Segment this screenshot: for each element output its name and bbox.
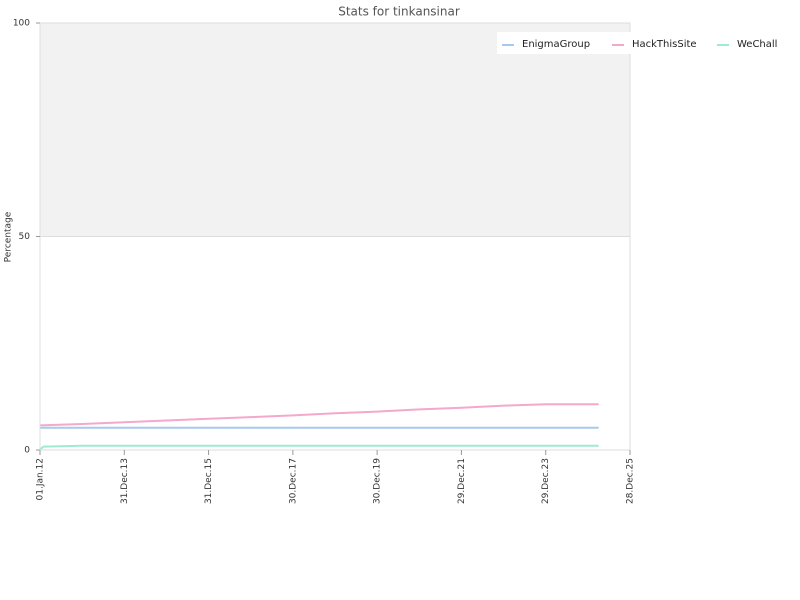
y-tick-label: 100	[13, 19, 30, 29]
y-tick-label: 50	[19, 232, 31, 242]
x-tick-label: 29.Dec.21	[457, 458, 467, 504]
x-tick-label: 29.Dec.23	[541, 458, 551, 504]
series-line	[39, 444, 599, 450]
legend-label: WeChall	[737, 39, 777, 50]
y-tick-label: 0	[24, 446, 30, 456]
legend-label: EnigmaGroup	[522, 39, 590, 50]
x-tick-label: 31.Dec.13	[120, 458, 130, 504]
x-tick-label: 31.Dec.15	[204, 458, 214, 504]
x-tick-label: 28.Dec.25	[626, 458, 636, 504]
upper-band	[40, 23, 630, 237]
x-tick-label: 30.Dec.19	[373, 458, 383, 504]
legend-box	[497, 32, 632, 54]
series-line	[40, 403, 599, 427]
y-axis-label: Percentage	[4, 211, 14, 262]
legend-label: HackThisSite	[632, 39, 697, 50]
chart-title: Stats for tinkansinar	[338, 5, 460, 19]
x-tick-label: 30.Dec.17	[288, 458, 298, 504]
x-tick-label: 01.Jan.12	[36, 458, 46, 501]
